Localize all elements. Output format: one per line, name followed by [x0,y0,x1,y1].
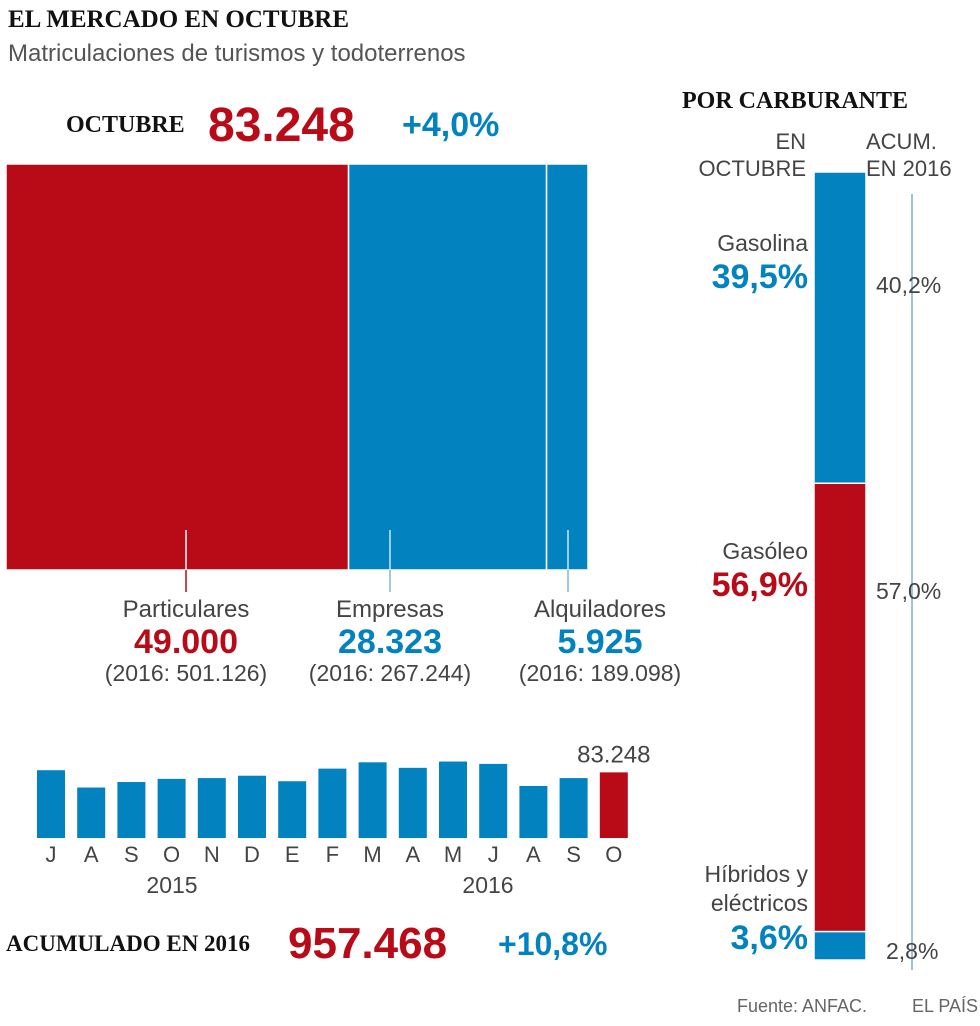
segment-ytd: (2016: 189.098) [518,660,682,686]
month-tick-label: F [326,842,339,867]
fuel-col-ytd: ACUM. EN 2016 [866,129,952,181]
month-bar [479,763,508,838]
fuel-title: POR CARBURANTE [682,88,909,114]
month-tick-label: D [244,842,260,867]
month-bar [197,778,226,838]
october-total: 83.248 [208,99,355,152]
month-tick-label: S [124,842,139,867]
credit-note: EL PAÍS [912,996,979,1016]
fuel-october-value: 3,6% [730,919,809,957]
month-bar [77,787,106,838]
segment-ytd: (2016: 501.126) [104,660,268,686]
october-change: +4,0% [402,106,500,144]
chart-subtitle: Matriculaciones de turismos y todoterren… [8,40,466,67]
month-tick-label: O [605,842,622,867]
month-bar [117,782,146,838]
month-bar [439,761,467,838]
month-bar [398,767,427,838]
month-bar [599,772,628,838]
fuel-name: Gasóleo [722,538,808,564]
month-tick-label: J [46,842,57,867]
segment-bar-particulares [5,163,350,571]
segment-bar-empresas [347,163,548,571]
segment-name: Empresas [335,596,445,623]
fuel-name: Gasolina [717,230,808,256]
fuel-october-value: 56,9% [711,566,808,604]
year-label-2016: 2016 [462,872,513,898]
month-bar [238,775,266,838]
fuel-label-gasolina: Gasolina 39,5% [640,230,808,297]
month-bar [559,778,588,838]
source-note: Fuente: ANFAC. [737,996,868,1016]
ytd-label: ACUMULADO EN 2016 [6,931,251,956]
fuel-bar-gasoleo [813,482,867,933]
fuel-ytd-value: 2,8% [886,938,939,964]
month-tick-label: A [405,842,420,867]
month-tick-label: N [204,842,220,867]
month-tick-label: S [566,842,581,867]
month-bar [37,770,65,838]
fuel-bar-hibridos [813,930,867,961]
month-tick-label: O [163,842,180,867]
fuel-chart [813,171,913,970]
segment-bar-alquiladores [545,163,589,571]
fuel-label-gasoleo: Gasóleo 56,9% [640,538,808,605]
fuel-label-hibridos: Híbridos y eléctricos 3,6% [640,860,808,958]
fuel-name: Híbridos y eléctricos [704,861,808,916]
segment-value: 49.000 [134,623,238,661]
chart-title: EL MERCADO EN OCTUBRE [8,6,350,33]
highlight-value-label: 83.248 [577,741,650,768]
segment-value: 28.323 [338,623,442,661]
month-bar [157,778,186,838]
segment-name: Particulares [122,596,250,623]
month-tick-label: A [526,842,541,867]
ytd-total: 957.468 [288,919,448,968]
year-label-2015: 2015 [146,872,197,898]
segment-name: Alquiladores [533,596,667,623]
ytd-change: +10,8% [498,926,608,962]
fuel-col-october: EN OCTUBRE [698,129,806,181]
fuel-ytd-value: 57,0% [876,578,942,604]
fuel-bar-gasolina [813,171,867,485]
month-tick-label: M [444,842,462,867]
month-bar [278,781,307,838]
october-label: OCTUBRE [66,112,185,138]
month-tick-label: E [285,842,300,867]
segment-ytd: (2016: 267.244) [308,660,472,686]
fuel-ytd-value: 40,2% [876,272,942,298]
month-bar [358,762,387,838]
month-tick-label: A [84,842,99,867]
month-tick-label: M [363,842,381,867]
month-bar [519,785,548,838]
segment-chart [5,163,589,592]
month-bar [318,768,347,838]
month-tick-label: J [488,842,499,867]
fuel-october-value: 39,5% [711,258,808,296]
segment-value: 5.925 [557,623,643,661]
